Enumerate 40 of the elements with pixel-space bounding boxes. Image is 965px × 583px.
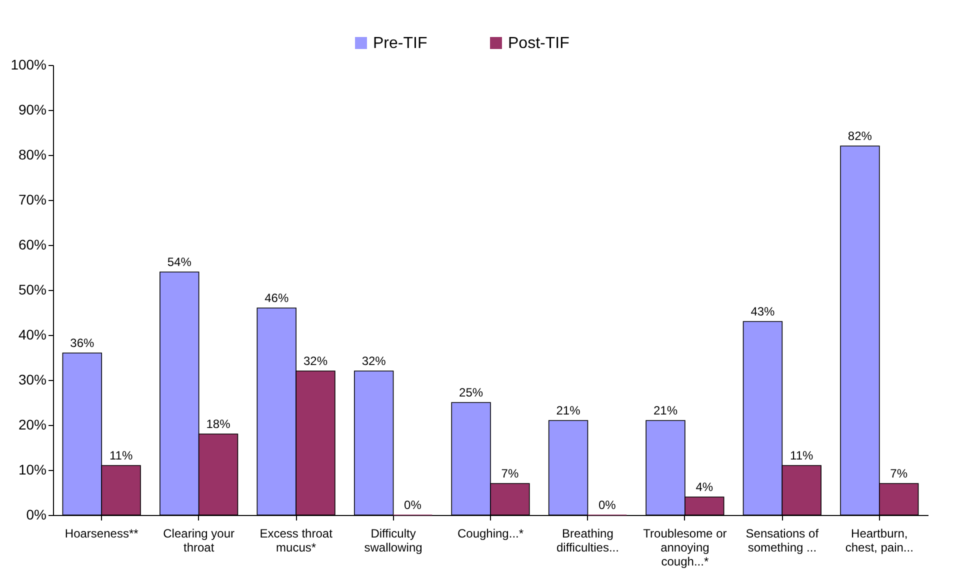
data-label: 21%: [653, 404, 678, 418]
y-tick-label: 30%: [18, 372, 46, 388]
x-tick-label: Coughing...*: [457, 526, 524, 540]
data-label: 32%: [303, 354, 328, 368]
y-tick-label: 60%: [18, 236, 46, 252]
data-label: 25%: [459, 386, 484, 400]
data-label: 21%: [556, 404, 581, 418]
y-tick-label: 50%: [18, 282, 46, 298]
legend-label: Post-TIF: [508, 35, 570, 52]
data-label: 4%: [696, 480, 714, 494]
y-tick-label: 10%: [18, 462, 46, 478]
data-label: 32%: [362, 354, 386, 368]
x-tick-label: Sensations of something ...: [746, 526, 820, 554]
x-tick-label: Troublesome or annoying cough...*: [643, 526, 727, 568]
data-label: 36%: [70, 336, 94, 350]
data-label: 11%: [109, 448, 133, 462]
data-label: 7%: [501, 466, 519, 480]
x-tick-label: Breathing difficulties...: [556, 526, 619, 554]
data-label: 0%: [598, 498, 616, 512]
x-tick-label: Clearing your throat: [163, 526, 235, 554]
data-label: 54%: [167, 255, 192, 269]
y-tick-label: 40%: [18, 326, 46, 342]
data-label: 82%: [848, 129, 872, 143]
legend-label: Pre-TIF: [373, 35, 428, 52]
data-label: 0%: [404, 498, 422, 512]
data-label: 7%: [890, 466, 908, 480]
x-tick-label: Excess throat mucus*: [260, 526, 334, 554]
data-label: 43%: [750, 304, 776, 318]
y-tick-label: 80%: [18, 146, 46, 162]
y-tick-label: 0%: [26, 506, 46, 522]
y-tick-label: 70%: [18, 192, 46, 208]
x-tick-label: Heartburn, chest, pain...: [845, 526, 914, 554]
data-label: 46%: [264, 291, 289, 305]
data-label: 18%: [206, 417, 231, 431]
y-tick-label: 90%: [18, 102, 46, 118]
y-tick-label: 20%: [18, 416, 46, 432]
data-label: 11%: [790, 448, 814, 462]
x-tick-label: Difficulty swallowing: [364, 526, 422, 554]
y-tick-label: 100%: [10, 56, 46, 72]
x-tick-label: Hoarseness**: [64, 526, 139, 540]
